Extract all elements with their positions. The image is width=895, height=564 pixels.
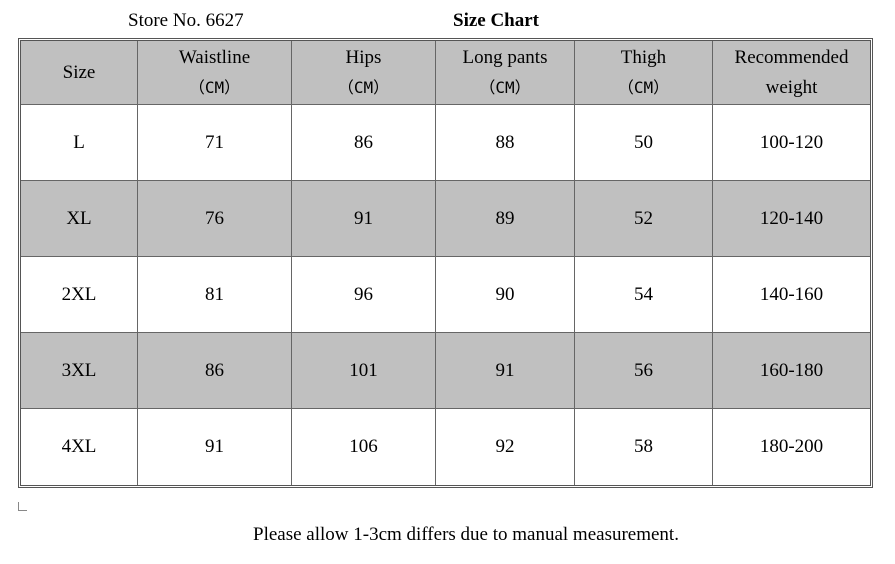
table-cell: 89 — [436, 181, 575, 257]
table-cell: 88 — [436, 105, 575, 181]
column-unit: （CM） — [617, 77, 670, 97]
table-cell: 91 — [292, 181, 436, 257]
size-table: Size Waistline （CM） Hips （CM） Long pants （CM） T… — [18, 38, 873, 488]
column-label: Thigh — [620, 46, 667, 68]
table-cell: 120-140 — [713, 181, 870, 257]
table-cell: 100-120 — [713, 105, 870, 181]
column-unit: （CM） — [479, 77, 531, 97]
table-cell: 4XL — [21, 409, 138, 485]
table-cell: 96 — [292, 257, 436, 333]
table-cell: 101 — [292, 333, 436, 409]
table-cell: 56 — [575, 333, 713, 409]
table-cell: 3XL — [21, 333, 138, 409]
paragraph-mark — [18, 502, 27, 511]
table-cell: 71 — [138, 105, 292, 181]
table-cell: 180-200 — [759, 436, 824, 457]
table-cell: 81 — [138, 257, 292, 333]
table-cell: XL — [21, 181, 138, 257]
table-row: 2XL 81 96 90 54 140-160 — [21, 257, 870, 333]
column-label: Waistline — [178, 46, 251, 68]
table-row: 4XL 91 106 92 58 180-200 — [21, 409, 870, 485]
table-cell: 140-160 — [713, 257, 870, 333]
table-cell: 106 — [292, 409, 436, 485]
table-row: XL 76 91 89 52 120-140 — [21, 181, 870, 257]
table-cell: 90 — [436, 257, 575, 333]
table-cell: 86 — [138, 333, 292, 409]
title: Size Chart — [453, 10, 540, 31]
column-unit: （CM） — [188, 77, 241, 97]
table-cell: 2XL — [21, 257, 138, 333]
table-cell: 86 — [292, 105, 436, 181]
table-body: L 71 86 88 50 100-120 XL 76 91 89 52 120-140 2XL 81 96… — [21, 105, 870, 485]
table-row: L 71 86 88 50 100-120 — [21, 105, 870, 181]
table-row: 3XL 86 101 91 56 160-180 — [21, 333, 870, 409]
store-number: Store No. 6627 — [128, 10, 244, 31]
table-cell: 54 — [575, 257, 713, 333]
table-cell: 50 — [575, 105, 713, 181]
footer-note: Please allow 1-3cm differs due to manual… — [253, 524, 679, 545]
column-label: Long pants — [462, 46, 548, 68]
header-row: Size Waistline （CM） Hips （CM） Long pants （CM） T… — [21, 41, 870, 105]
table-cell: 160-180 — [713, 333, 870, 409]
column-label: Size — [62, 61, 96, 83]
table-cell: 52 — [575, 181, 713, 257]
column-unit: （CM） — [337, 77, 390, 97]
table-cell: L — [21, 105, 138, 181]
column-label: Hips — [345, 46, 382, 68]
table-cell: 76 — [138, 181, 292, 257]
table-cell: 58 — [575, 409, 713, 485]
column-label: Recommended weight — [734, 46, 849, 98]
column-header: Waistline （CM） — [138, 41, 292, 105]
column-header: Size — [21, 41, 138, 105]
column-header: Hips （CM） — [292, 41, 436, 105]
column-header: Long pants （CM） — [436, 41, 575, 105]
table-cell: 92 — [436, 409, 575, 485]
column-header: Recommended weight — [713, 41, 870, 105]
column-header: Thigh （CM） — [575, 41, 713, 105]
table-cell: 91 — [436, 333, 575, 409]
table-cell: 91 — [138, 409, 292, 485]
